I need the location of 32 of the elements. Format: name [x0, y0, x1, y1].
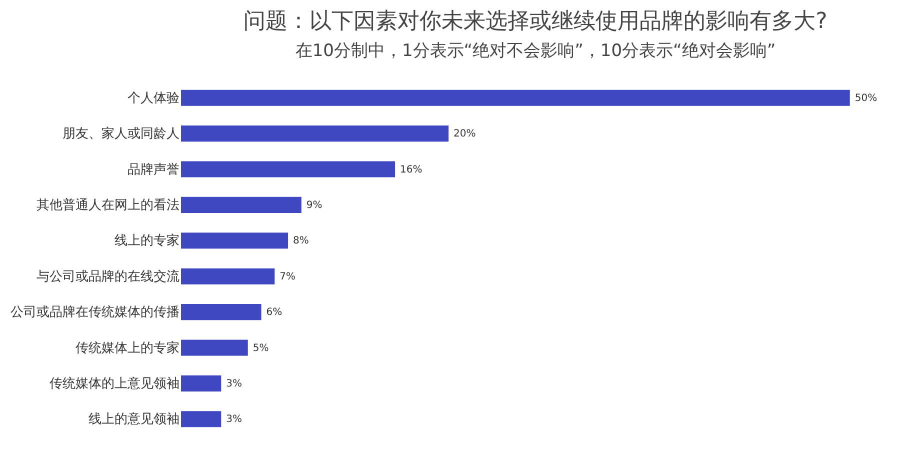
y-tick-label: 线上的意见领袖: [88, 412, 180, 428]
y-tick-label: 朋友、家人或同龄人: [62, 126, 180, 142]
chart-subtitle: 在10分制中，1分表示“绝对不会影响”，10分表示“绝对会影响”: [295, 41, 776, 61]
bar: [181, 268, 275, 284]
y-tick-label: 个人体验: [128, 90, 180, 106]
bar: [181, 340, 248, 356]
bar: [181, 161, 396, 178]
bar: [181, 304, 262, 320]
data-label: 20%: [454, 128, 476, 140]
data-label: 3%: [226, 414, 242, 426]
data-label: 9%: [306, 200, 322, 211]
data-label: 16%: [400, 164, 422, 176]
chart-title: 问题：以下因素对你未来选择或继续使用品牌的影响有多大?: [244, 9, 828, 34]
y-tick-label: 与公司或品牌的在线交流: [36, 268, 180, 284]
y-tick-label: 品牌声誉: [128, 162, 180, 178]
data-label: 7%: [280, 271, 296, 282]
bar: [181, 411, 222, 428]
y-tick-label: 线上的专家: [114, 232, 180, 249]
y-tick-label: 传统媒体的上意见领袖: [50, 376, 180, 392]
data-label: 6%: [266, 307, 282, 318]
bar: [181, 90, 850, 106]
bar: [181, 196, 302, 213]
bar: [181, 126, 449, 142]
data-label: 5%: [252, 342, 269, 354]
data-label: 8%: [293, 236, 309, 247]
data-label: 3%: [226, 378, 242, 390]
bar: [181, 232, 288, 249]
data-label: 50%: [854, 92, 878, 104]
y-tick-label: 公司或品牌在传统媒体的传播: [10, 305, 180, 320]
y-tick-label: 其他普通人在网上的看法: [36, 196, 180, 213]
bar: [181, 375, 222, 392]
y-tick-label: 传统媒体上的专家: [76, 340, 180, 356]
